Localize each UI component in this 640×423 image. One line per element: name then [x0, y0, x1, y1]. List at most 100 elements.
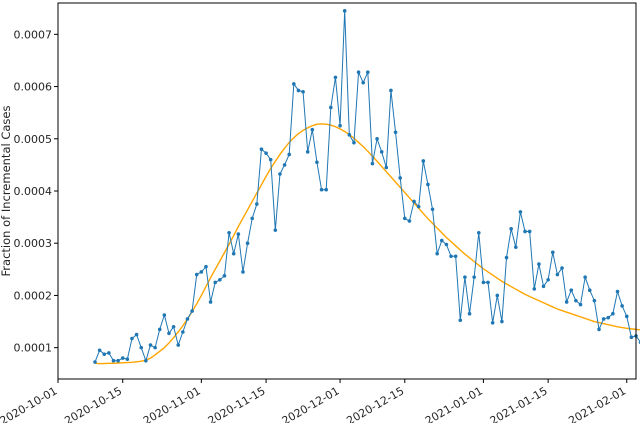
- data-point: [194, 272, 199, 277]
- data-point: [287, 152, 292, 157]
- series-layer: [93, 9, 640, 365]
- data-point: [569, 288, 574, 293]
- data-point: [292, 82, 296, 86]
- data-point: [486, 280, 490, 285]
- x-tick-label: 2020-11-15: [206, 384, 268, 423]
- data-point: [375, 136, 379, 141]
- data-point: [578, 302, 583, 307]
- y-tick-label: 0.0002: [14, 289, 53, 302]
- data-point: [171, 324, 176, 329]
- data-point: [615, 289, 620, 294]
- data-point: [407, 219, 412, 223]
- data-point: [352, 140, 356, 145]
- data-point: [476, 230, 481, 235]
- x-tick-label: 2020-11-01: [141, 384, 203, 423]
- data-point: [449, 254, 453, 259]
- data-point: [564, 300, 569, 304]
- data-point: [268, 157, 273, 162]
- data-point: [541, 284, 546, 289]
- y-tick-label: 0.0001: [14, 342, 53, 355]
- data-point: [481, 280, 486, 285]
- data-point: [523, 229, 527, 234]
- data-point: [333, 75, 338, 80]
- data-point: [111, 358, 116, 363]
- x-axis-ticks: 2020-10-01 2020-10-15 2020-11-01 2020-11-15…: [0, 379, 628, 423]
- data-point: [398, 176, 402, 180]
- data-point: [416, 204, 421, 209]
- data-point: [356, 70, 361, 74]
- data-point: [504, 255, 509, 260]
- data-point: [236, 232, 241, 236]
- data-point: [102, 352, 107, 356]
- data-point: [296, 88, 301, 93]
- data-point: [366, 70, 370, 74]
- data-point: [310, 127, 315, 132]
- data-point: [430, 207, 435, 212]
- data-point: [107, 351, 111, 355]
- data-point: [227, 230, 231, 235]
- x-tick-label: 2020-10-15: [62, 384, 124, 423]
- data-point: [513, 245, 518, 249]
- data-point: [527, 229, 532, 234]
- data-point: [444, 242, 449, 247]
- data-point: [315, 160, 319, 165]
- x-tick-label: 2021-01-01: [423, 384, 485, 423]
- data-point: [606, 315, 611, 320]
- y-tick-label: 0.0007: [14, 28, 53, 41]
- data-point: [458, 318, 463, 323]
- data-point: [379, 150, 384, 154]
- data-point: [93, 360, 97, 364]
- data-point: [199, 270, 204, 274]
- data-point: [624, 314, 629, 319]
- data-point: [139, 345, 144, 350]
- data-point: [537, 262, 541, 266]
- data-point: [134, 332, 139, 337]
- y-tick-label: 0.0003: [14, 237, 53, 250]
- data-point: [157, 327, 162, 332]
- y-axis-label: Fraction of Incremental Cases: [0, 106, 13, 277]
- data-point: [241, 270, 245, 274]
- data-point: [329, 105, 333, 110]
- data-point: [213, 280, 218, 285]
- data-point: [583, 275, 587, 279]
- data-point: [204, 264, 208, 269]
- data-point: [116, 358, 120, 363]
- data-point: [176, 343, 181, 347]
- data-point: [518, 210, 523, 214]
- y-tick-label: 0.0004: [14, 185, 53, 198]
- data-point: [555, 272, 560, 277]
- data-point: [597, 327, 601, 332]
- y-axis-ticks: 0.0001 0.0002 0.0003 0.0004 0.0005 0.0006 0.00…: [14, 28, 58, 355]
- data-point: [611, 311, 615, 316]
- data-point: [550, 250, 555, 255]
- data-point: [259, 147, 264, 152]
- data-point: [120, 356, 125, 360]
- plot-background: [58, 3, 636, 379]
- data-point: [278, 172, 282, 176]
- data-point: [338, 123, 342, 128]
- data-point: [153, 345, 157, 350]
- data-point: [495, 293, 500, 298]
- data-point: [472, 275, 476, 279]
- data-point: [620, 304, 624, 308]
- data-point: [250, 216, 255, 221]
- data-point: [389, 88, 393, 93]
- data-point: [453, 254, 458, 259]
- data-point: [467, 311, 472, 316]
- data-point: [439, 238, 444, 243]
- data-point: [255, 202, 259, 206]
- data-point: [412, 199, 416, 204]
- data-point: [361, 80, 365, 85]
- y-tick-label: 0.0005: [14, 133, 53, 146]
- data-point: [97, 348, 102, 353]
- data-point: [629, 335, 634, 340]
- data-point: [490, 321, 495, 325]
- data-point: [301, 89, 305, 94]
- data-point: [342, 9, 347, 13]
- data-point: [148, 343, 153, 347]
- x-tick-label: 2020-12-01: [280, 384, 342, 423]
- data-point: [181, 330, 185, 334]
- y-tick-label: 0.0006: [14, 81, 53, 94]
- data-point: [245, 241, 250, 246]
